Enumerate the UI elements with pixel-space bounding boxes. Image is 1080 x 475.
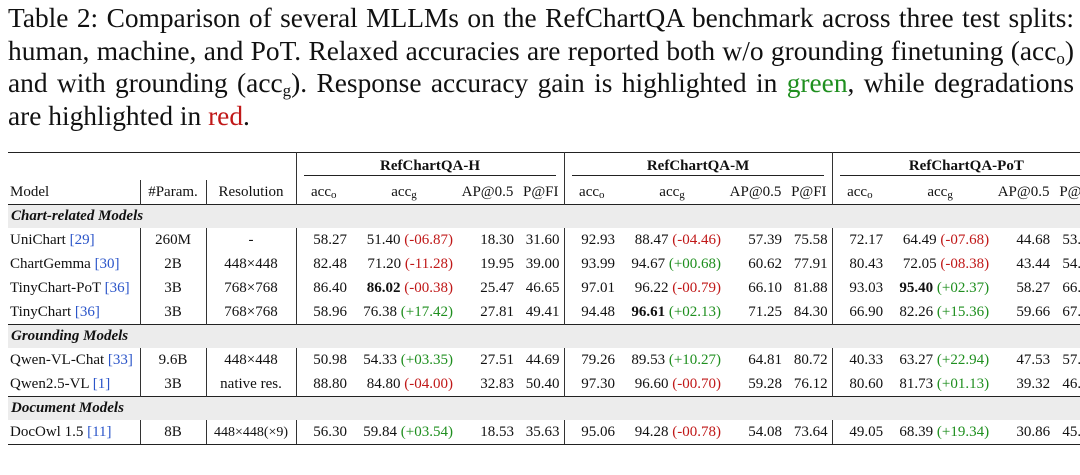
table-row: Qwen-VL-Chat [33] 9.6B 448×448 50.98 54.… <box>8 348 1080 372</box>
col-ap: AP@0.5 <box>461 183 514 200</box>
col-model: Model <box>8 180 141 205</box>
col-acc-o: acco <box>311 183 337 201</box>
section-row: Document Models <box>8 396 1080 420</box>
group-header-h: RefChartQA-H <box>303 158 557 176</box>
table-caption: Table 2: Comparison of several MLLMs on … <box>8 3 1074 131</box>
section-row: Chart-related Models <box>8 204 1080 228</box>
table-row: TinyChart [36] 3B 768×768 58.96 76.38 (+… <box>8 300 1080 325</box>
section-row: Grounding Models <box>8 324 1080 348</box>
col-acc-g: accg <box>659 183 685 201</box>
col-resolution: Resolution <box>206 180 297 205</box>
table-row: TinyChart-PoT [36] 3B 768×768 86.40 86.0… <box>8 276 1080 300</box>
caption-green-word: green <box>786 68 848 99</box>
col-ap: AP@0.5 <box>729 183 782 200</box>
group-header-m: RefChartQA-M <box>571 158 825 176</box>
caption-red-word: red <box>208 100 244 131</box>
col-acc-o: acco <box>847 183 873 201</box>
table-row: ChartGemma [30] 2B 448×448 82.48 71.20 (… <box>8 252 1080 276</box>
col-pfi: P@FI <box>1059 183 1080 200</box>
table-row: DocOwl 1.5 [11] 8B 448×448(×9) 56.30 59.… <box>8 420 1080 445</box>
col-pfi: P@FI <box>786 180 833 205</box>
column-header-row: Model #Param. Resolution acco accg AP@0.… <box>8 180 1080 205</box>
col-params: #Param. <box>140 180 207 205</box>
group-header-pot: RefChartQA-PoT <box>839 158 1080 176</box>
col-ap: AP@0.5 <box>997 183 1050 200</box>
col-pfi: P@FI <box>518 180 565 205</box>
col-acc-o: acco <box>579 183 605 201</box>
group-header-row: RefChartQA-H RefChartQA-M RefChartQA-PoT <box>8 152 1080 180</box>
col-acc-g: accg <box>391 183 417 201</box>
table-row: UniChart [29] 260M - 58.27 51.40 (-06.87… <box>8 228 1080 252</box>
col-acc-g: accg <box>927 183 953 201</box>
table-row: Qwen2.5-VL [1] 3B native res. 88.80 84.8… <box>8 372 1080 397</box>
results-table: RefChartQA-H RefChartQA-M RefChartQA-PoT… <box>8 152 1080 445</box>
